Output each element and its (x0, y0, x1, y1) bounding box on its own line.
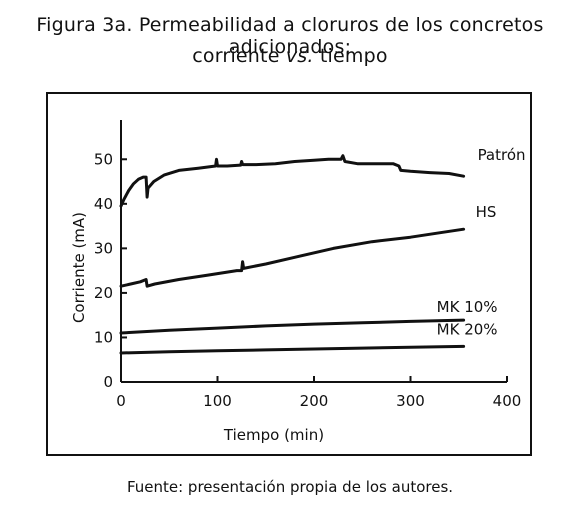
x-tick-label: 200 (300, 392, 329, 410)
chart-frame (46, 92, 532, 456)
series-line-patr-n (119, 154, 466, 208)
x-tick-label: 400 (493, 392, 522, 410)
series-line-hs (119, 227, 466, 288)
y-tick-label: 40 (94, 195, 113, 213)
series-layer (119, 154, 466, 355)
series-label-mk-10-: MK 10% (437, 298, 498, 316)
series-label-patr-n: Patrón (478, 146, 526, 164)
x-tick-label: 300 (396, 392, 425, 410)
series-label-hs: HS (476, 203, 497, 221)
title-vs: vs. (285, 45, 314, 67)
y-axis-label: Corriente (mA) (70, 212, 88, 323)
x-tick-label: 0 (116, 392, 126, 410)
figure-title-line1: Figura 3a. Permeabilidad a cloruros de l… (36, 14, 544, 58)
figure-title-line2: corriente vs. tiempo (0, 45, 580, 67)
x-axis-label: Tiempo (min) (223, 426, 324, 444)
labels-layer: Patrón HS MK 10% MK 20% (437, 146, 526, 338)
y-tick-label: 20 (94, 284, 113, 302)
title-corriente: corriente (192, 45, 286, 67)
series-line-mk-10- (119, 318, 466, 335)
series-label-mk-20-: MK 20% (437, 320, 498, 338)
y-tick-label: 30 (94, 239, 113, 257)
y-tick-label: 10 (94, 328, 113, 346)
x-tick-label: 100 (203, 392, 232, 410)
axes: 0 100 200 300 400 0 10 20 30 40 50 Tiempo (min) Corr… (70, 120, 521, 444)
series-line-mk-20- (119, 344, 466, 355)
y-tick-label: 0 (103, 373, 113, 391)
y-tick-label: 50 (94, 150, 113, 168)
title-tiempo: tiempo (313, 45, 388, 67)
source-note: Fuente: presentación propia de los autor… (126, 478, 454, 496)
